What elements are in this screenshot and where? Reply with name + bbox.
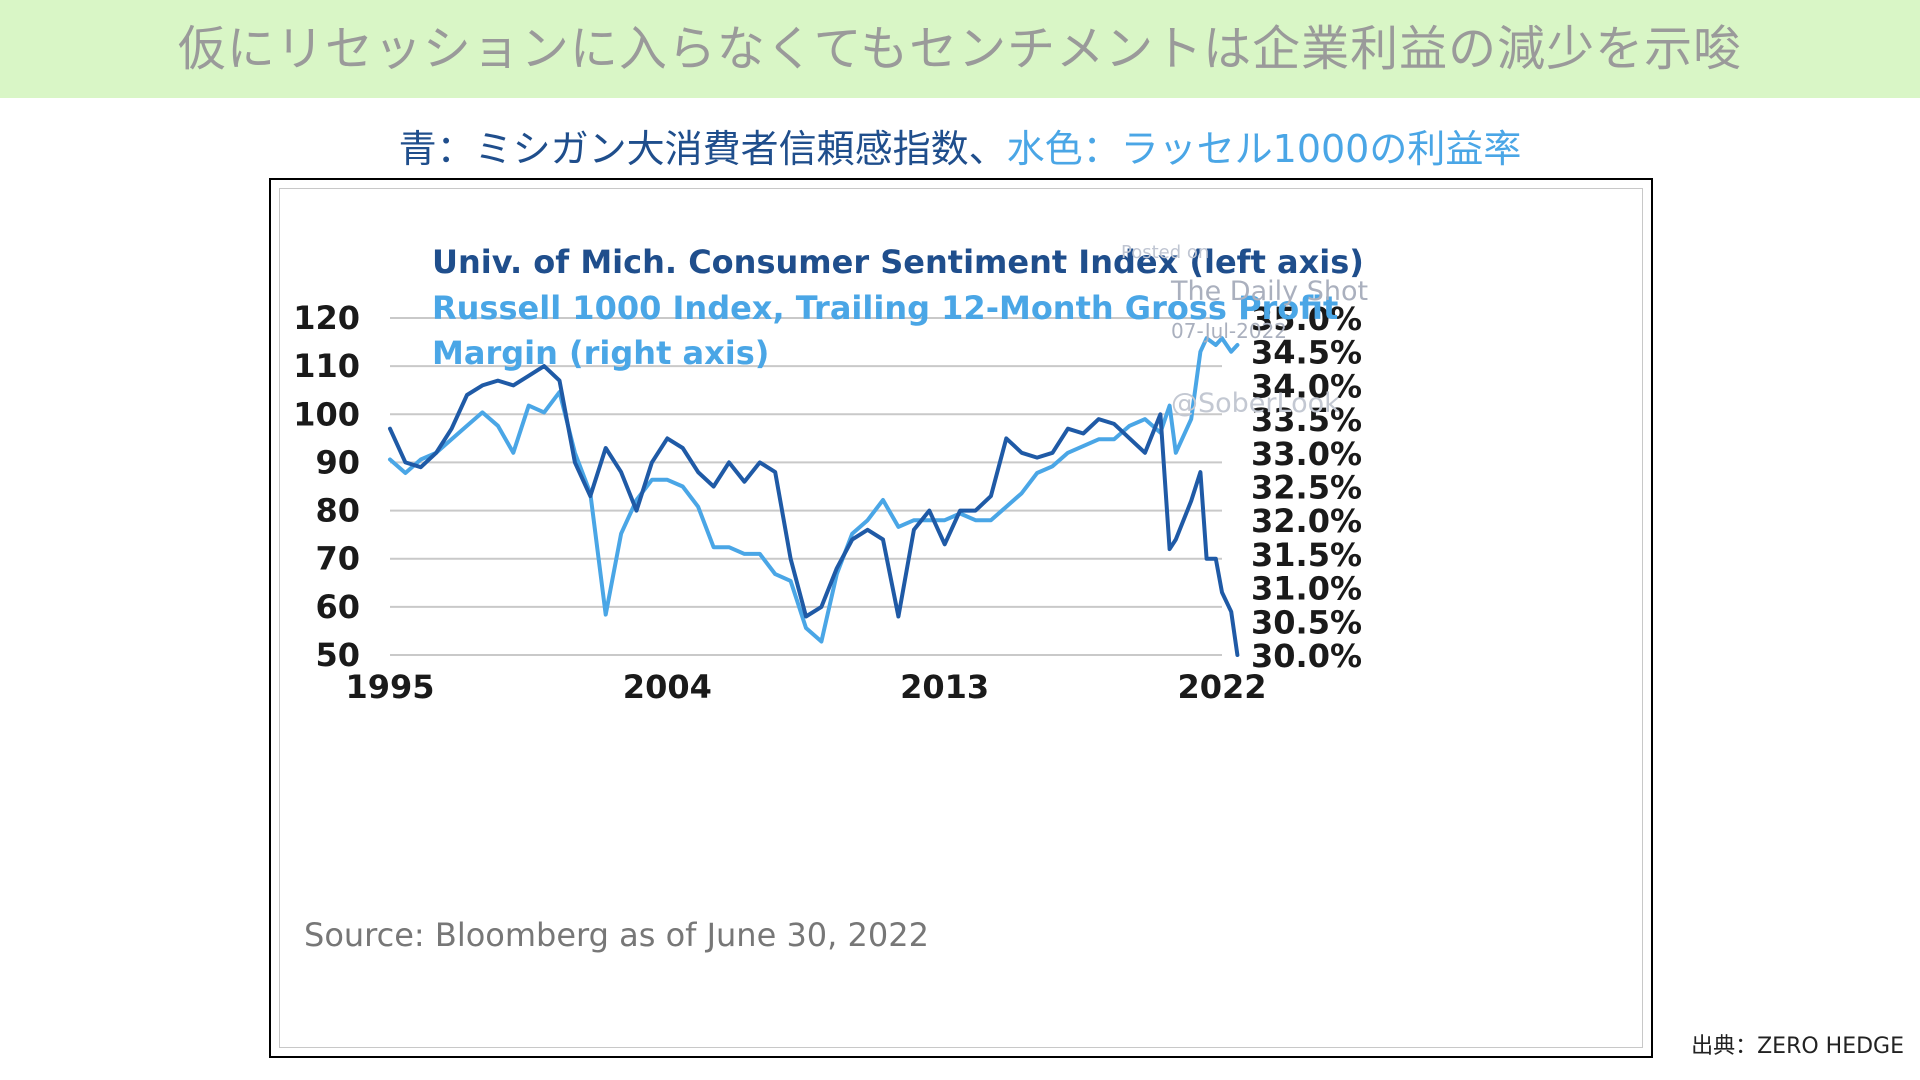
x-tick-label: 2022 bbox=[1177, 668, 1266, 706]
left-tick-label: 110 bbox=[293, 347, 360, 385]
left-tick-label: 80 bbox=[315, 492, 360, 530]
left-tick-label: 90 bbox=[315, 443, 360, 481]
right-tick-label: 31.5% bbox=[1251, 536, 1362, 574]
right-tick-label: 31.0% bbox=[1251, 570, 1362, 608]
watermark-daily-shot: The Daily Shot bbox=[1170, 276, 1368, 307]
right-tick-label: 33.0% bbox=[1251, 435, 1362, 473]
right-tick-label: 33.5% bbox=[1251, 401, 1362, 439]
left-tick-label: 60 bbox=[315, 588, 360, 626]
left-tick-label: 120 bbox=[293, 299, 360, 337]
right-tick-label: 30.5% bbox=[1251, 603, 1362, 641]
chart-title-line-3: Margin (right axis) bbox=[432, 334, 769, 372]
source-credit: 出典：ZERO HEDGE bbox=[1691, 1034, 1904, 1059]
chart-title-line-1: Univ. of Mich. Consumer Sentiment Index … bbox=[432, 243, 1364, 281]
watermark-date: 07-Jul-2022 bbox=[1171, 319, 1287, 343]
left-tick-label: 70 bbox=[315, 540, 360, 578]
left-tick-label: 50 bbox=[315, 636, 360, 674]
x-axis-ticks: 1995 2004 2013 2022 bbox=[345, 668, 1266, 706]
series-layer bbox=[388, 336, 1240, 657]
watermark-handle: @SoberLook bbox=[1171, 388, 1340, 419]
title-banner bbox=[0, 0, 1920, 98]
grid-layer bbox=[390, 317, 1222, 656]
right-tick-label: 34.5% bbox=[1251, 334, 1362, 372]
right-tick-label: 30.0% bbox=[1251, 637, 1362, 675]
sentiment-index-line bbox=[388, 364, 1240, 657]
left-axis-ticks: 50 60 70 80 90 100 110 120 bbox=[293, 299, 360, 674]
chart-svg: 50 60 70 80 90 100 110 120 30.0%30.5%31.0%31.5%… bbox=[293, 242, 1368, 954]
legend-light-series: 水色：ラッセル1000の利益率 bbox=[1006, 127, 1522, 171]
series-legend: 青：ミシガン大消費者信頼感指数、水色：ラッセル1000の利益率 bbox=[0, 118, 1920, 173]
right-tick-label: 32.0% bbox=[1251, 502, 1362, 540]
chart-source: Source: Bloomberg as of June 30, 2022 bbox=[304, 916, 929, 954]
x-tick-label: 2004 bbox=[623, 668, 712, 706]
legend-dark-series: 青：ミシガン大消費者信頼感指数、 bbox=[398, 127, 1007, 171]
x-tick-label: 2013 bbox=[900, 668, 989, 706]
chart-inner-frame bbox=[279, 188, 1643, 1048]
left-tick-label: 100 bbox=[293, 395, 360, 433]
right-tick-label: 32.5% bbox=[1251, 469, 1362, 507]
right-axis-ticks: 30.0%30.5%31.0%31.5%32.0%32.5%33.0%33.5%… bbox=[1251, 300, 1362, 675]
chart-frame: 50 60 70 80 90 100 110 120 30.0% 30.5% 31.0% 31.5%… bbox=[269, 178, 1653, 1058]
x-tick-label: 1995 bbox=[345, 668, 434, 706]
watermark-posted-on: Posted on bbox=[1121, 242, 1209, 263]
right-tick-label: 34.0% bbox=[1251, 367, 1362, 405]
chart-title-line-2: Russell 1000 Index, Trailing 12-Month Gr… bbox=[432, 289, 1338, 327]
page-title: 仮にリセッションに入らなくてもセンチメントは企業利益の減少を示唆 bbox=[177, 21, 1743, 77]
right-tick-label: 35.0% bbox=[1251, 300, 1362, 338]
